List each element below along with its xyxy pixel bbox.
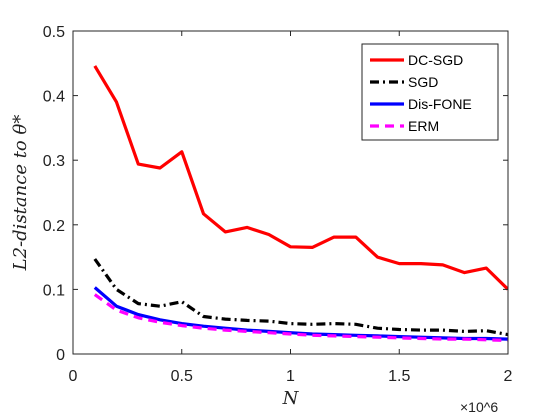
x-tick-label: 0.5 xyxy=(171,368,193,385)
series-line-dc-sgd xyxy=(93,65,508,291)
legend-label: ERM xyxy=(408,118,439,134)
x-axis-label: N xyxy=(282,388,300,409)
x-tick-label: 2 xyxy=(504,368,513,385)
y-tick-label: 0.1 xyxy=(43,282,65,299)
y-tick-label: 0.2 xyxy=(43,218,65,235)
legend: DC-SGD SGD Dis-FONE ERM xyxy=(361,43,499,141)
x-tick-label: 1 xyxy=(286,368,295,385)
y-tick-label: 0.5 xyxy=(43,24,65,41)
y-tick-label: 0.4 xyxy=(43,89,65,106)
series-line-sgd xyxy=(93,258,508,337)
legend-label: DC-SGD xyxy=(408,52,463,68)
plot-area xyxy=(93,65,508,342)
x-tick-label: 1.5 xyxy=(388,368,410,385)
y-tick-label: 0 xyxy=(56,347,65,364)
axes: 0 0.5 1 1.5 2 0 0.1 0.2 0.3 0.4 0.5 ×10^6 N L2-distan… xyxy=(10,24,513,415)
legend-label: SGD xyxy=(408,74,438,90)
x-tick-label: 0 xyxy=(69,368,78,385)
series-line-erm xyxy=(93,293,508,342)
y-tick-label: 0.3 xyxy=(43,153,65,170)
legend-label: Dis-FONE xyxy=(408,96,472,112)
y-axis-label: L2-distance to θ* xyxy=(10,115,31,272)
x-axis-multiplier: ×10^6 xyxy=(460,399,498,415)
